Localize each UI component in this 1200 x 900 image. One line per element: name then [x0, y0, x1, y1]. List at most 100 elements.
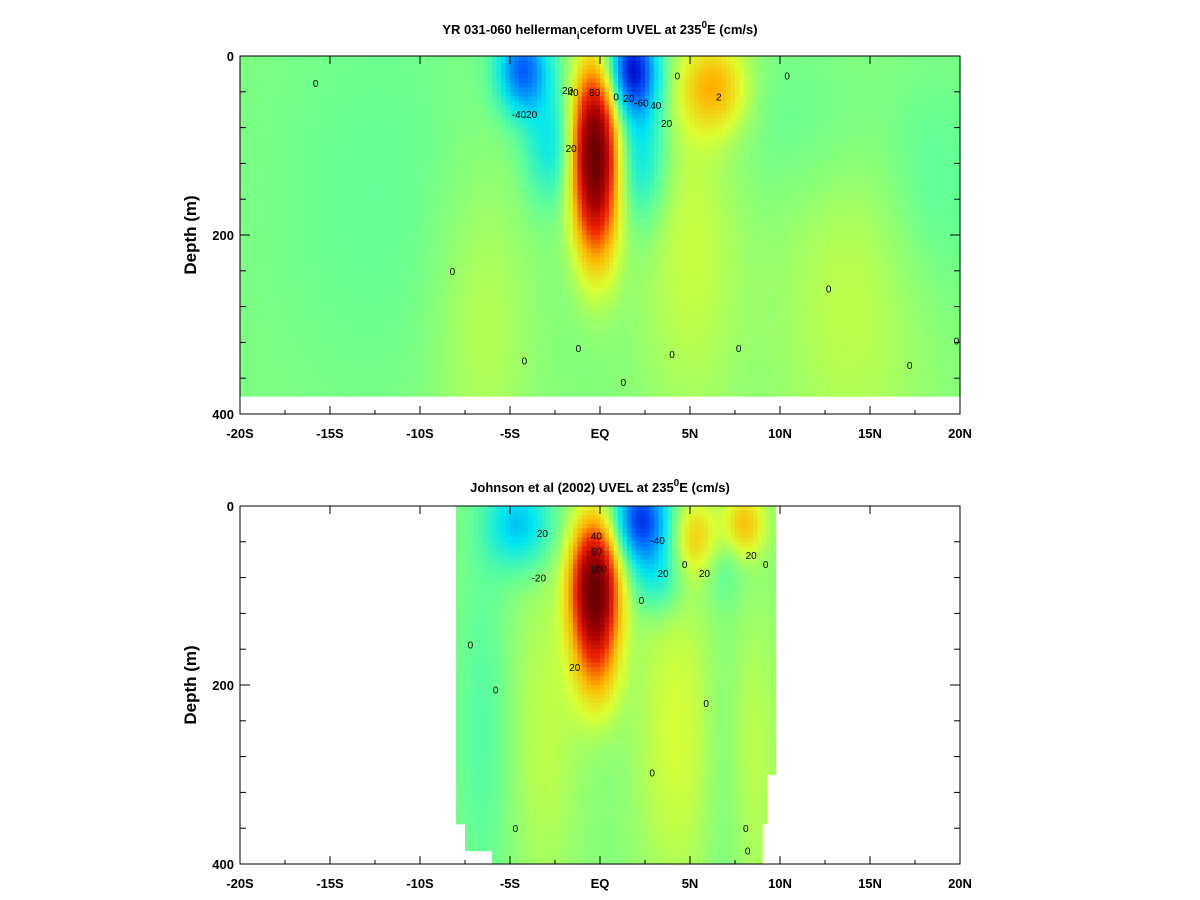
heatmap-cell	[244, 378, 250, 384]
heatmap-cell	[366, 235, 372, 241]
heatmap-cell	[424, 342, 430, 348]
heatmap-cell	[406, 185, 412, 191]
heatmap-cell	[307, 181, 313, 187]
heatmap-cell	[465, 60, 471, 66]
heatmap-cell	[429, 221, 435, 227]
heatmap-cell	[316, 154, 322, 160]
heatmap-cell	[294, 158, 300, 164]
heatmap-cell	[388, 248, 394, 254]
heatmap-cell	[244, 293, 250, 299]
heatmap-cell	[258, 279, 264, 285]
heatmap-cell	[474, 235, 480, 241]
heatmap-cell	[262, 69, 268, 75]
heatmap-cell	[492, 123, 498, 129]
heatmap-cell	[348, 199, 354, 205]
heatmap-cell	[514, 190, 520, 196]
heatmap-cell	[528, 60, 534, 66]
heatmap-cell	[280, 364, 286, 370]
heatmap-cell	[276, 311, 282, 317]
heatmap-cell	[438, 382, 444, 388]
heatmap-cell	[312, 333, 318, 339]
heatmap-cell	[469, 60, 475, 66]
heatmap-cell	[334, 64, 340, 71]
heatmap-cell	[280, 185, 286, 191]
heatmap-cell	[406, 382, 412, 388]
heatmap-cell	[325, 78, 331, 84]
heatmap-cell	[465, 373, 471, 379]
heatmap-cell	[370, 118, 376, 124]
heatmap-cell	[514, 149, 520, 156]
heatmap-cell	[312, 320, 318, 326]
heatmap-cell	[388, 288, 394, 294]
heatmap-cell	[289, 199, 295, 205]
heatmap-cell	[289, 360, 295, 366]
heatmap-cell	[253, 199, 259, 205]
heatmap-cell	[339, 243, 345, 250]
heatmap-cell	[415, 82, 421, 88]
heatmap-cell	[357, 163, 363, 169]
heatmap-cell	[429, 60, 435, 66]
heatmap-cell	[343, 311, 349, 317]
heatmap-cell	[505, 355, 511, 361]
heatmap-cell	[532, 239, 538, 245]
heatmap-cell	[339, 64, 345, 71]
heatmap-cell	[298, 73, 304, 79]
heatmap-cell	[285, 69, 291, 75]
heatmap-cell	[366, 355, 372, 361]
heatmap-cell	[276, 109, 282, 115]
heatmap-cell	[460, 351, 466, 357]
heatmap-cell	[519, 123, 525, 129]
heatmap-cell	[285, 60, 291, 66]
heatmap-cell	[375, 132, 381, 138]
heatmap-cell	[312, 355, 318, 361]
heatmap-cell	[307, 114, 313, 120]
heatmap-cell	[312, 266, 318, 272]
heatmap-cell	[420, 257, 426, 263]
heatmap-cell	[474, 167, 480, 173]
heatmap-cell	[415, 172, 421, 178]
heatmap-cell	[325, 208, 331, 214]
heatmap-cell	[348, 123, 354, 129]
heatmap-cell	[402, 158, 408, 164]
heatmap-cell	[384, 78, 390, 84]
heatmap-cell	[447, 369, 453, 375]
heatmap-cell	[487, 149, 493, 156]
heatmap-cell	[316, 239, 322, 245]
heatmap-cell	[312, 293, 318, 299]
heatmap-cell	[505, 279, 511, 285]
heatmap-cell	[343, 364, 349, 370]
heatmap-cell	[442, 167, 448, 173]
heatmap-cell	[514, 275, 520, 281]
heatmap-cell	[474, 141, 480, 147]
heatmap-cell	[240, 226, 246, 232]
heatmap-cell	[456, 320, 462, 326]
heatmap-cell	[469, 346, 475, 352]
heatmap-cell	[532, 270, 538, 276]
heatmap-cell	[424, 56, 430, 62]
heatmap-cell	[532, 185, 538, 191]
heatmap-cell	[321, 311, 327, 317]
heatmap-cell	[357, 369, 363, 375]
heatmap-cell	[528, 257, 534, 263]
heatmap-cell	[411, 100, 417, 106]
heatmap-cell	[379, 293, 385, 299]
heatmap-cell	[397, 163, 403, 169]
heatmap-cell	[325, 306, 331, 312]
heatmap-cell	[411, 190, 417, 196]
heatmap-cell	[469, 96, 475, 102]
heatmap-cell	[496, 315, 502, 321]
heatmap-cell	[289, 123, 295, 129]
heatmap-cell	[375, 252, 381, 258]
heatmap-cell	[402, 328, 408, 335]
heatmap-cell	[339, 158, 345, 164]
heatmap-cell	[487, 172, 493, 178]
heatmap-cell	[523, 369, 529, 375]
heatmap-cell	[321, 181, 327, 187]
heatmap-cell	[447, 297, 453, 303]
heatmap-cell	[343, 248, 349, 254]
heatmap-cell	[474, 351, 480, 357]
heatmap-cell	[514, 154, 520, 160]
heatmap-cell	[478, 297, 484, 303]
heatmap-cell	[474, 78, 480, 84]
heatmap-cell	[271, 91, 277, 97]
